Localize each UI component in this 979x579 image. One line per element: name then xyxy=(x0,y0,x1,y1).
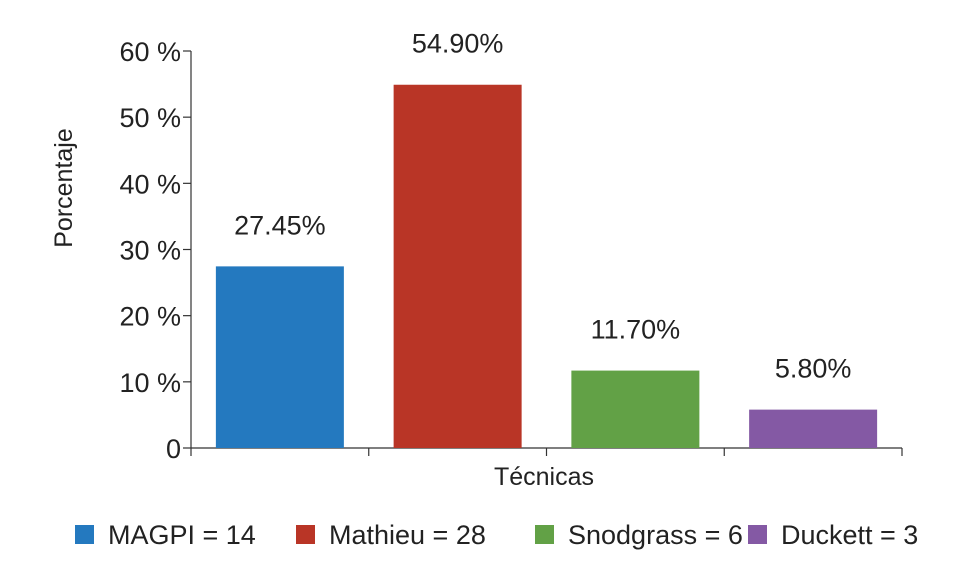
y-tick-label: 20 % xyxy=(119,302,181,332)
data-label: 5.80% xyxy=(775,354,852,384)
legend-label: Snodgrass = 6 xyxy=(568,520,743,550)
y-tick-label: 50 % xyxy=(119,103,181,133)
legend-swatch xyxy=(296,525,315,544)
data-label: 27.45% xyxy=(234,210,326,240)
data-label: 54.90% xyxy=(412,29,504,59)
legend-label: Duckett = 3 xyxy=(781,520,918,550)
legend-label: MAGPI = 14 xyxy=(108,520,256,550)
bar xyxy=(393,84,522,449)
legend-swatch xyxy=(748,525,767,544)
legend: MAGPI = 14 Mathieu = 28 Snodgrass = 6 Ducke… xyxy=(75,520,918,550)
x-axis-title: Técnicas xyxy=(494,463,594,491)
y-tick-label: 0 xyxy=(166,434,181,464)
bars xyxy=(215,84,878,449)
legend-label: Mathieu = 28 xyxy=(329,520,486,550)
y-axis: 0 10 % 20 % 30 % 40 % 50 % 60 % xyxy=(119,37,192,464)
y-tick-label: 30 % xyxy=(119,236,181,266)
data-label: 11.70% xyxy=(591,315,681,345)
bar xyxy=(215,266,344,448)
y-tick-label: 40 % xyxy=(119,169,181,199)
legend-swatch xyxy=(75,525,94,544)
bar xyxy=(571,370,700,448)
y-tick-label: 10 % xyxy=(119,368,181,398)
data-labels: 27.45% 54.90% 11.70% 5.80% xyxy=(234,29,851,384)
legend-swatch xyxy=(535,525,554,544)
y-tick-label: 60 % xyxy=(119,37,181,67)
y-axis-title: Porcentaje xyxy=(50,128,78,248)
x-axis xyxy=(190,447,903,456)
bar xyxy=(749,409,878,448)
